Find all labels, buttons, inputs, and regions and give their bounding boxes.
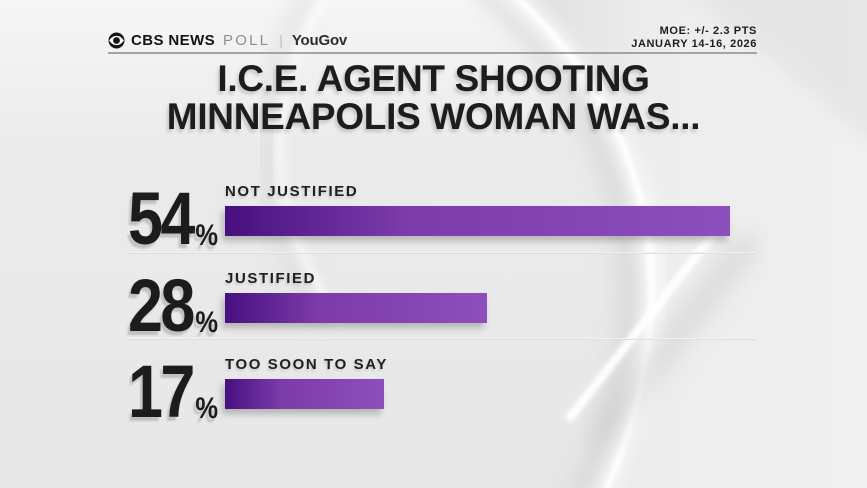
- page-title: I.C.E. AGENT SHOOTING MINNEAPOLIS WOMAN …: [0, 60, 867, 136]
- percent-sign: %: [195, 218, 219, 252]
- brand-network-label: CBS NEWS: [131, 31, 216, 49]
- row-separator: [128, 252, 756, 254]
- bar-fill: [225, 293, 487, 323]
- value-number: 54: [128, 177, 195, 261]
- value-number: 28: [128, 264, 195, 348]
- brand-divider: |: [279, 32, 283, 48]
- value-label: 28 %: [128, 264, 219, 348]
- cbs-eye-icon: [108, 32, 125, 48]
- value-label: 17 %: [128, 350, 219, 434]
- category-label: NOT JUSTIFIED: [225, 183, 359, 200]
- value-label: 54 %: [128, 177, 219, 261]
- percent-sign: %: [195, 305, 219, 339]
- value-number: 17: [128, 350, 195, 434]
- category-label: TOO SOON TO SAY: [225, 356, 388, 373]
- header-rule: [108, 52, 757, 54]
- bar-column: TOO SOON TO SAY: [225, 355, 388, 409]
- moe-text: MOE: +/- 2.3 PTS: [659, 25, 757, 37]
- brand-partner-label: YouGov: [291, 31, 348, 49]
- title-line-1: I.C.E. AGENT SHOOTING: [217, 58, 650, 99]
- title-line-2: MINNEAPOLIS WOMAN WAS...: [166, 96, 701, 137]
- poll-meta: MOE: +/- 2.3 PTS JANUARY 14-16, 2026: [631, 25, 757, 51]
- bar-fill: [225, 379, 384, 409]
- percent-sign: %: [195, 391, 219, 425]
- category-label: JUSTIFIED: [225, 270, 317, 287]
- row-separator: [128, 338, 756, 340]
- bar-fill: [225, 206, 730, 236]
- bar-column: JUSTIFIED: [225, 269, 487, 323]
- date-range-text: JANUARY 14-16, 2026: [631, 38, 757, 50]
- brand-product-label: POLL: [223, 31, 271, 49]
- brand-lockup: CBS NEWS POLL | YouGov: [108, 30, 347, 50]
- bar-column: NOT JUSTIFIED: [225, 182, 730, 236]
